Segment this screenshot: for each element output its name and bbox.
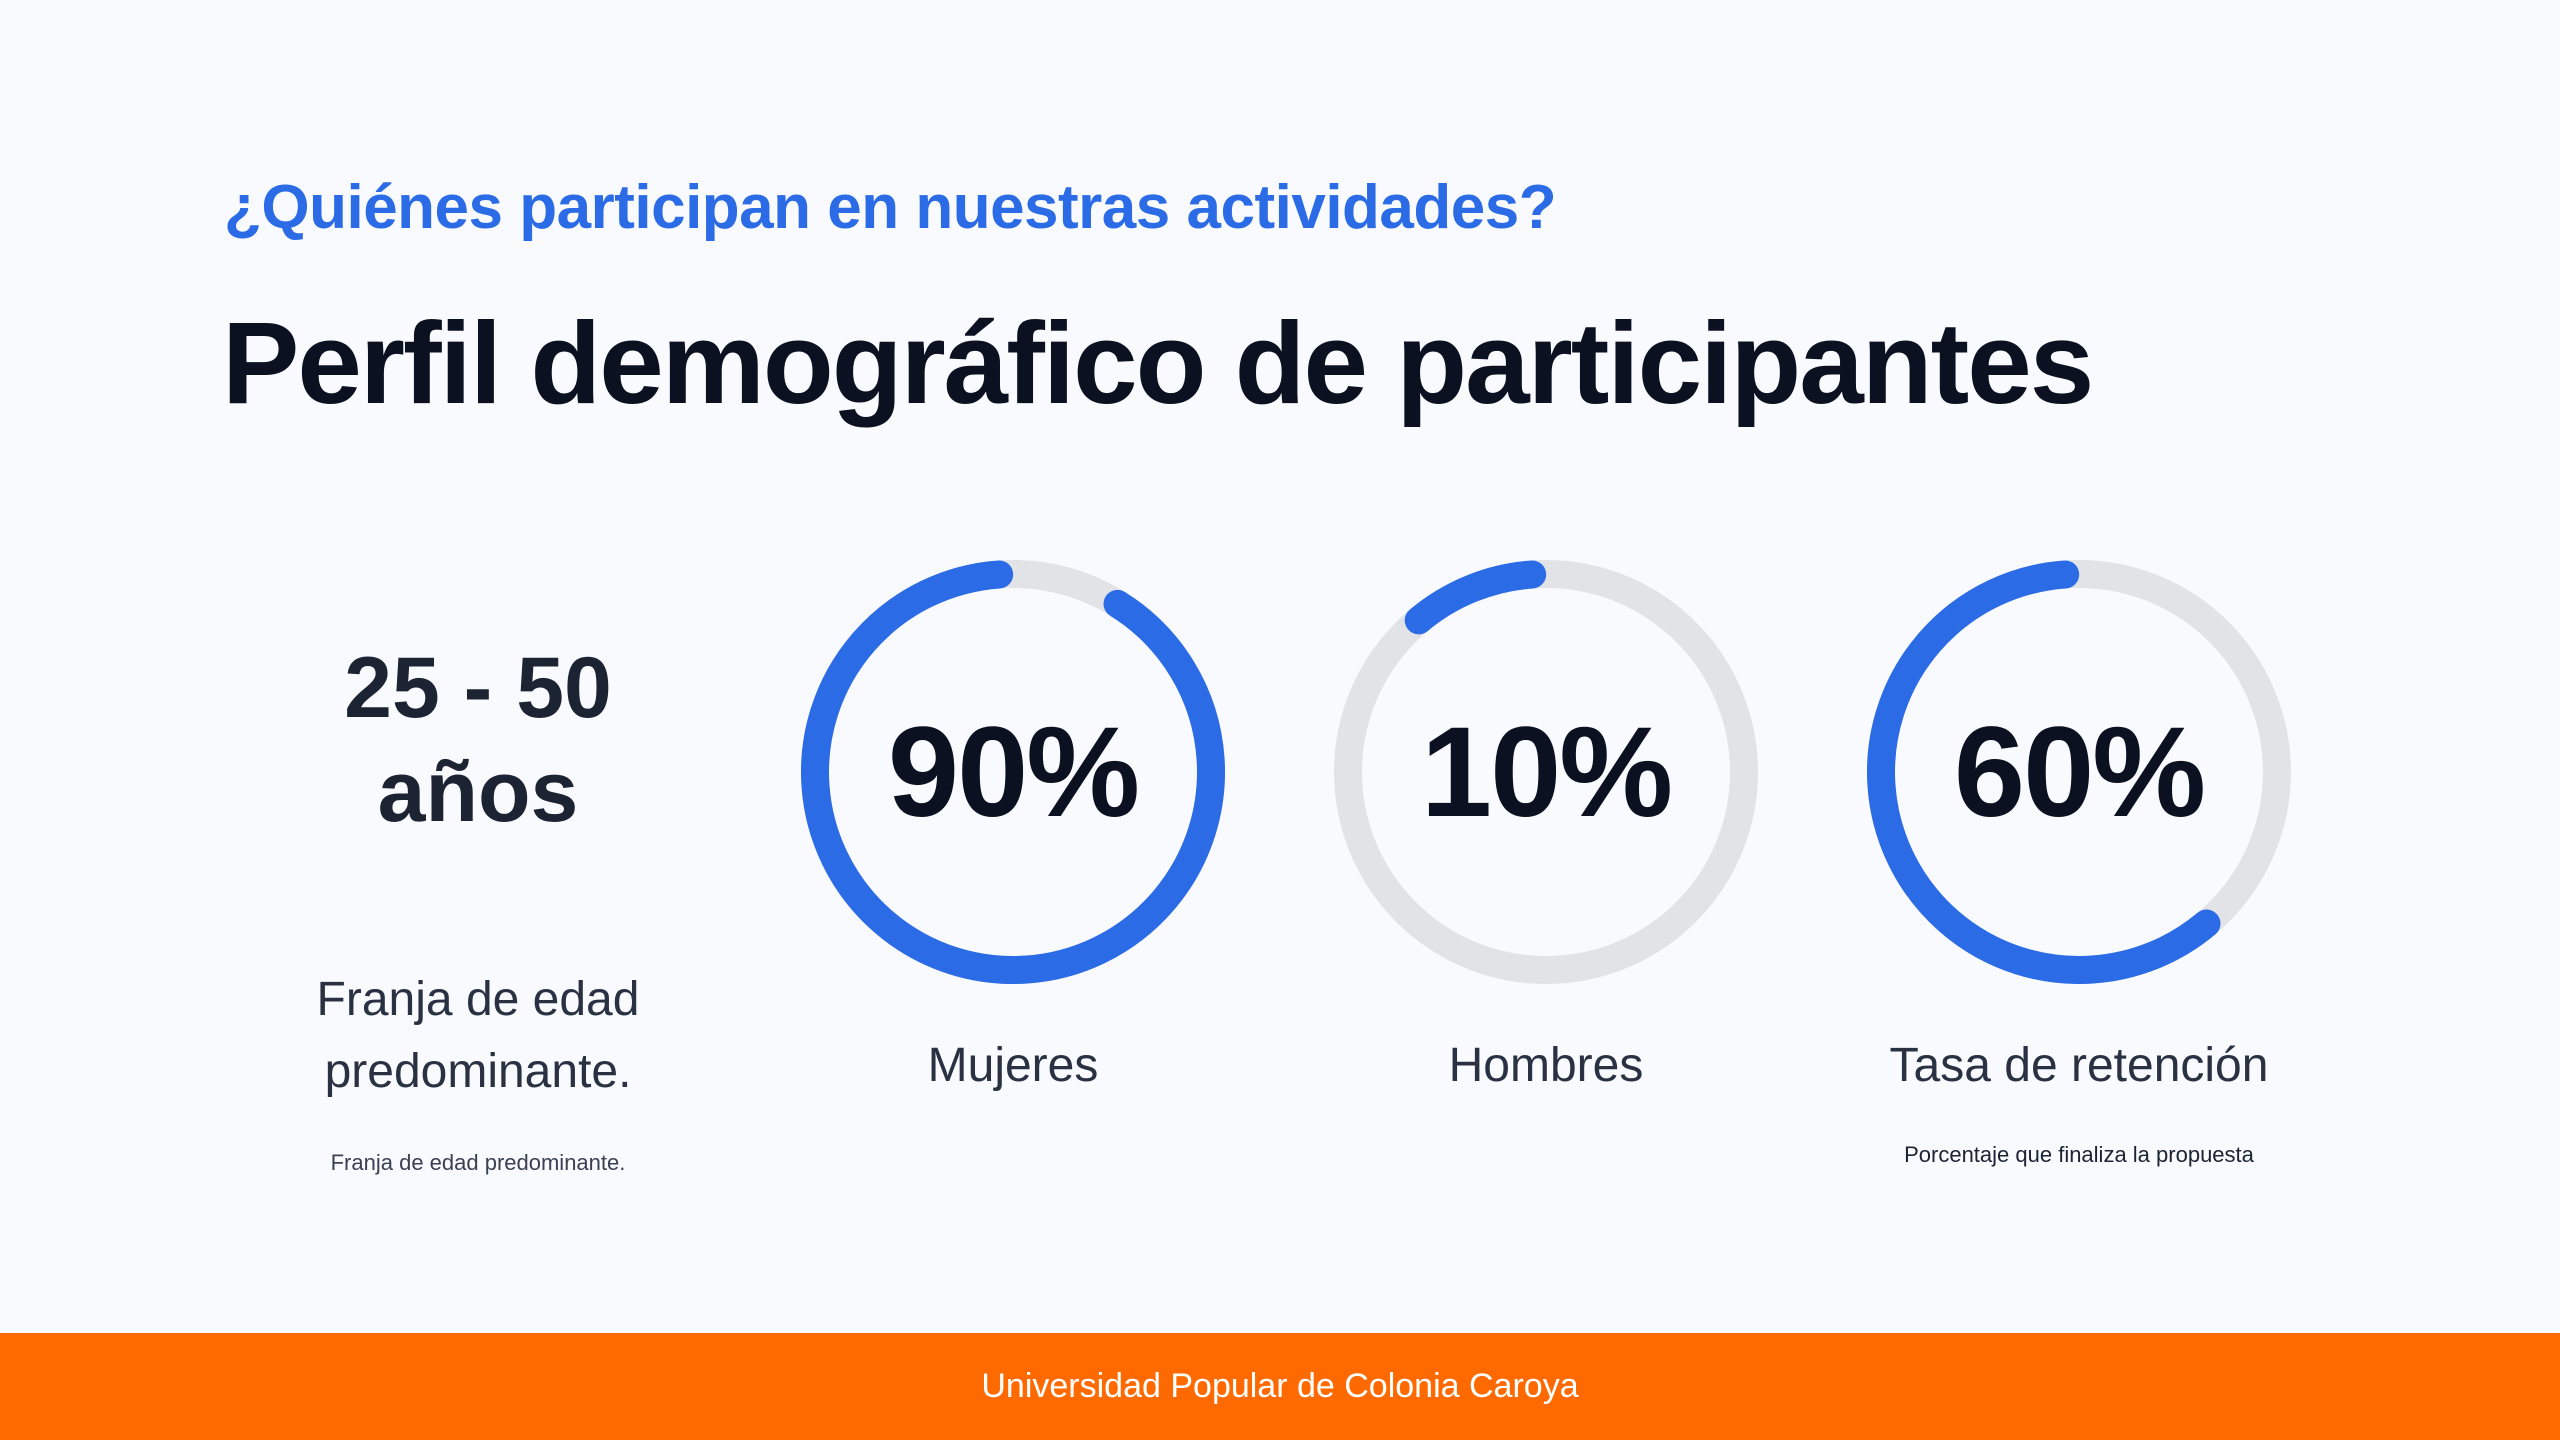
progress-ring <box>1334 560 1758 984</box>
progress-ring-fill <box>1867 560 2291 984</box>
progress-ring-svg <box>1334 560 1758 984</box>
page-title: Perfil demográfico de participantes <box>222 298 2094 428</box>
stat-value: 90% <box>887 700 1140 844</box>
age-range-unit: años <box>377 744 579 840</box>
stat-note: Porcentaje que finaliza la propuesta <box>1904 1142 2254 1167</box>
section-eyebrow: ¿Quiénes participan en nuestras activida… <box>224 173 1557 242</box>
footer-bar: Universidad Popular de Colonia Caroya <box>0 1333 2560 1440</box>
progress-ring <box>801 560 1225 984</box>
age-range-note: Franja de edad predominante. <box>330 1150 626 1175</box>
progress-ring-svg <box>1867 560 2291 984</box>
age-range-caption-line2: predominante. <box>324 1045 632 1098</box>
footer-text: Universidad Popular de Colonia Caroya <box>981 1367 1579 1405</box>
progress-ring-fill <box>1334 560 1758 984</box>
age-range-numbers: 25 - 50 <box>344 640 612 736</box>
stat-label: Mujeres <box>927 1039 1099 1092</box>
progress-ring-svg <box>801 560 1225 984</box>
age-range-value: 25 - 50 años <box>238 636 718 844</box>
progress-ring-fill <box>801 560 1225 984</box>
age-range-caption: Franja de edad predominante. <box>238 964 718 1108</box>
stat-value: 10% <box>1420 700 1673 844</box>
age-range-caption-line1: Franja de edad <box>316 973 640 1026</box>
stat-label: Tasa de retención <box>1889 1039 2269 1092</box>
stat-label: Hombres <box>1448 1039 1644 1092</box>
stat-value: 60% <box>1953 700 2206 844</box>
progress-ring <box>1867 560 2291 984</box>
